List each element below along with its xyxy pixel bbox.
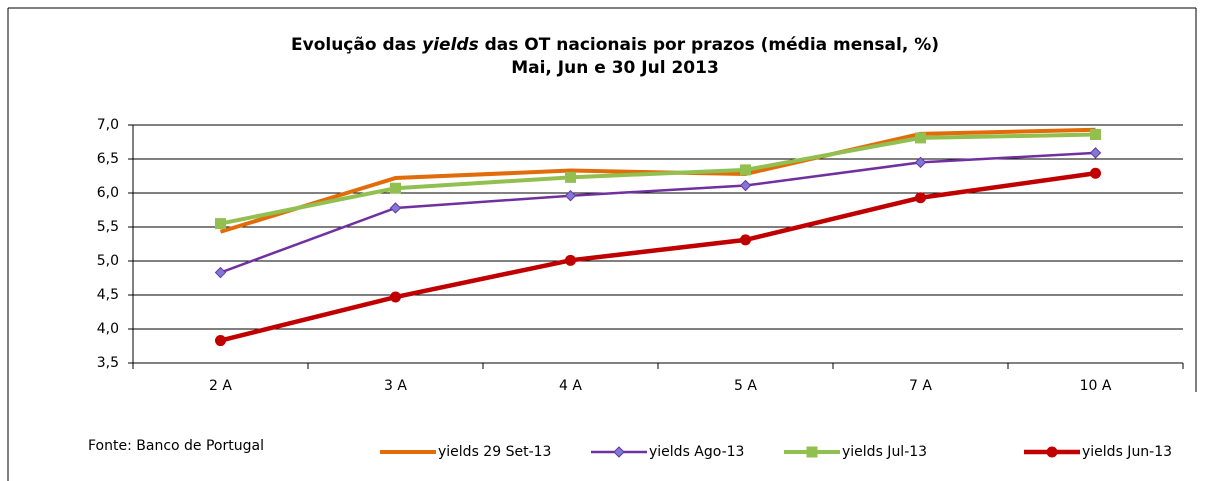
- marker: [564, 190, 577, 202]
- y-tick-label: 7,0: [97, 117, 119, 133]
- x-tick-label: 7 A: [909, 378, 932, 394]
- y-tick-label: 5,5: [97, 219, 119, 235]
- series-line: [219, 171, 1096, 343]
- marker: [214, 266, 227, 279]
- chart-subtitle: Mai, Jun e 30 Jul 2013: [511, 58, 719, 78]
- marker: [565, 254, 576, 266]
- series-line: [220, 151, 1096, 274]
- legend-label: yields 29 Set-13: [438, 444, 551, 460]
- x-tick-label: 10 A: [1080, 378, 1112, 394]
- series-line: [219, 127, 1096, 234]
- y-tick-label: 4,5: [97, 287, 119, 303]
- marker: [390, 182, 401, 194]
- title-part: Evolução das: [291, 35, 417, 55]
- x-tick-label: 4 A: [559, 378, 582, 394]
- y-tick-label: 3,5: [97, 355, 119, 371]
- y-tick-label: 5,0: [97, 253, 119, 269]
- chart-title: Evolução das yields das OT nacionais por…: [0, 35, 1206, 55]
- source: Fonte: Banco de Portugal: [88, 438, 264, 454]
- marker: [565, 171, 576, 183]
- marker: [1090, 129, 1101, 141]
- marker: [740, 234, 751, 246]
- title-part: das OT nacionais por prazos (média mensa…: [484, 35, 939, 55]
- marker: [389, 202, 402, 214]
- legend-label: yields Jul-13: [842, 444, 927, 460]
- marker: [914, 156, 927, 169]
- legend-label: yields Jun-13: [1082, 444, 1172, 460]
- marker: [806, 446, 818, 458]
- x-tick-label: 3 A: [384, 378, 407, 394]
- marker: [613, 446, 625, 458]
- y-tick-label: 6,0: [97, 185, 119, 201]
- x-tick-label: 5 A: [734, 378, 757, 394]
- marker: [215, 218, 226, 230]
- series-line: [220, 132, 1096, 226]
- y-tick-label: 6,5: [97, 151, 119, 167]
- legend-label: yields Ago-13: [649, 444, 744, 460]
- marker: [1046, 446, 1058, 458]
- marker: [1090, 167, 1101, 179]
- marker: [915, 192, 926, 204]
- marker: [215, 335, 226, 347]
- title-part: yields: [422, 35, 479, 55]
- marker: [739, 179, 752, 192]
- x-tick-label: 2 A: [209, 378, 232, 394]
- marker: [740, 164, 751, 176]
- y-tick-label: 4,0: [97, 321, 119, 337]
- marker: [390, 291, 401, 303]
- marker: [915, 132, 926, 144]
- marker: [1089, 147, 1102, 159]
